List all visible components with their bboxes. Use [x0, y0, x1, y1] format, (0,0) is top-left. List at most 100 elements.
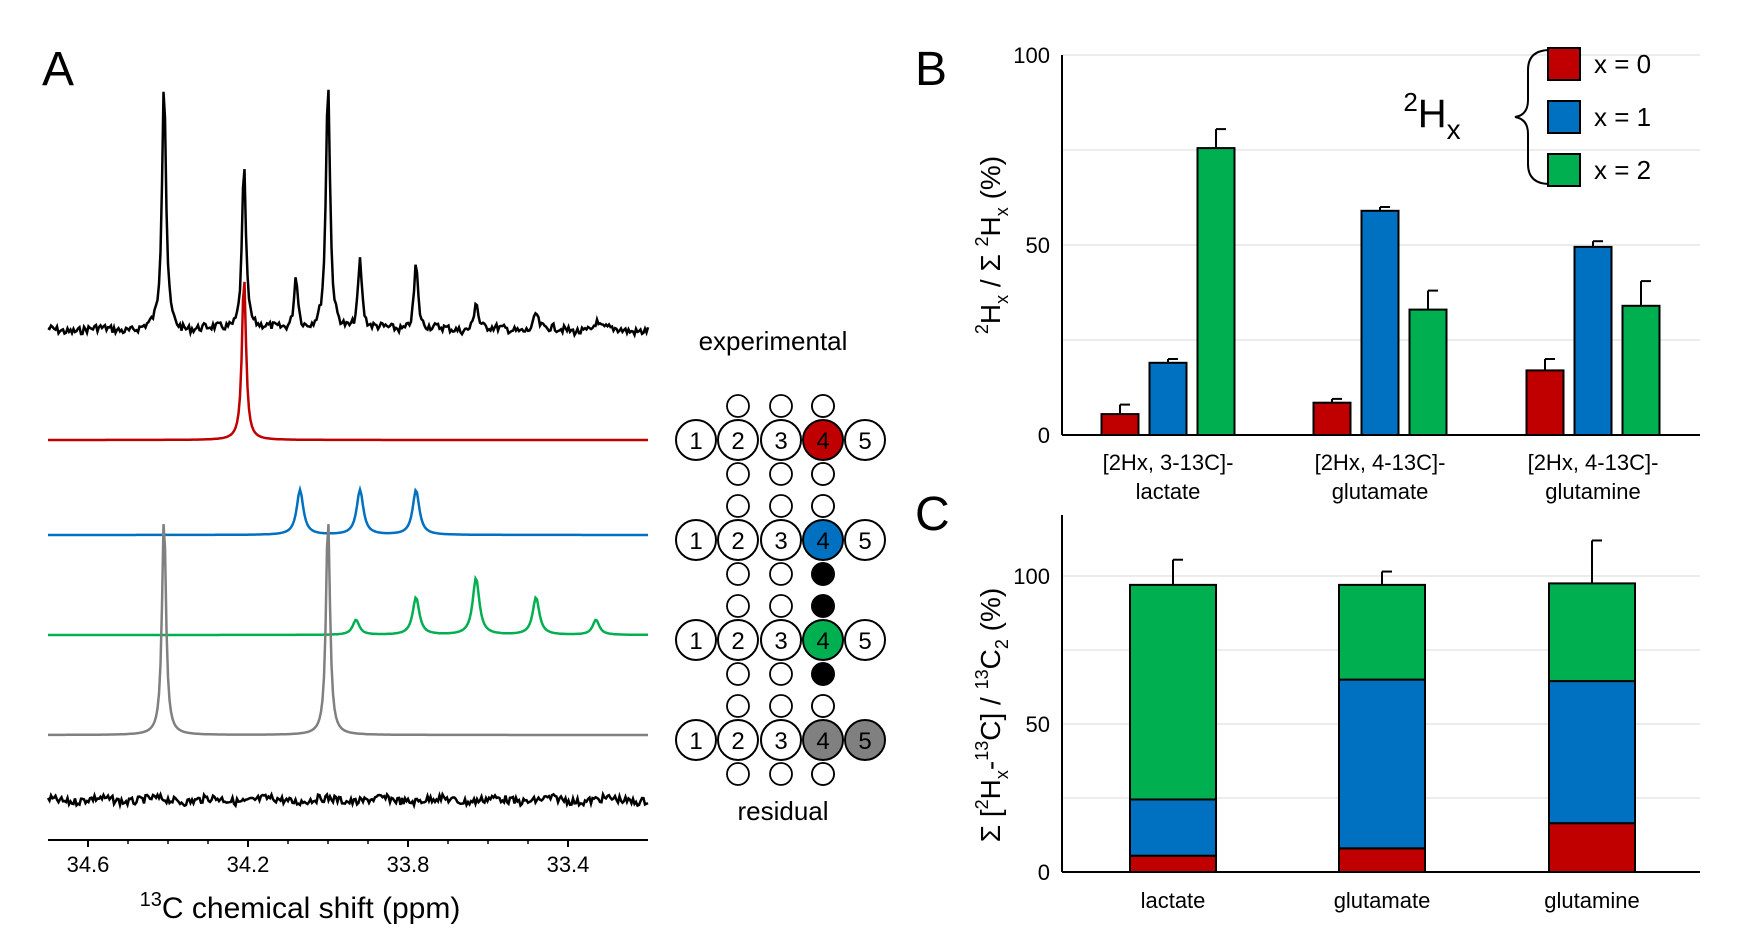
legend-group-label: 2Hx	[1403, 87, 1460, 145]
hydrogen-atom	[811, 494, 835, 518]
residual-label: residual	[737, 796, 828, 826]
carbon-label: 2	[731, 428, 744, 455]
panel-label-a: A	[42, 43, 74, 96]
carbon-atom	[760, 619, 802, 661]
carbon-label: 3	[774, 728, 787, 755]
panel-c-categories: lactate glutamate glutamine	[1141, 888, 1640, 913]
carbon-atom	[844, 519, 886, 561]
molecule-diagrams: 1 2 3 4 5 1 2 3 4 5 1 2 3 4 5 1 2 3 4 5	[675, 394, 886, 786]
panel-b-category-label: lactate	[1136, 479, 1201, 504]
molecule-diagram: 1 2 3 4 5	[675, 694, 886, 786]
experimental-label: experimental	[699, 326, 848, 356]
molecule-diagram: 1 2 3 4 5	[675, 494, 886, 586]
panel-c-stacked-segment	[1338, 583, 1426, 681]
panel-b-legend: 2Hx x = 0 x = 1 x = 2	[1403, 47, 1651, 187]
spectrum-line	[47, 89, 650, 339]
panel-b-category-label: [2Hx, 4-13C]-	[1528, 450, 1659, 475]
panel-b-category-label: [2Hx, 4-13C]-	[1315, 450, 1446, 475]
carbon-atom	[717, 519, 759, 561]
hydrogen-atom	[726, 662, 750, 686]
hydrogen-atom	[811, 594, 835, 618]
carbon-atom	[760, 519, 802, 561]
panel-b-y-tick-label: 0	[1038, 423, 1050, 448]
spectrum-line	[48, 574, 648, 637]
panel-b-category-label: glutamate	[1332, 479, 1429, 504]
carbon-label: 4	[816, 528, 829, 555]
panel-b-bars	[1100, 128, 1661, 437]
hydrogen-atom	[811, 762, 835, 786]
carbon-label: 5	[858, 428, 871, 455]
carbon-atom	[675, 519, 717, 561]
carbon-label: 4	[816, 728, 829, 755]
spectrum-x-tick-label: 33.8	[387, 852, 430, 877]
carbon-atom	[844, 619, 886, 661]
carbon-atom	[802, 719, 844, 761]
carbon-atom	[844, 719, 886, 761]
panel-b-bar	[1312, 401, 1352, 437]
legend-entry: x = 2	[1594, 155, 1651, 185]
carbon-label: 3	[774, 428, 787, 455]
carbon-label: 5	[858, 728, 871, 755]
panel-c-stacked-segment	[1129, 854, 1217, 873]
carbon-atom	[717, 719, 759, 761]
spectrum-x-tick-label: 34.2	[227, 852, 270, 877]
hydrogen-atom	[769, 594, 793, 618]
panel-c-chart: 0 50 100 lactate glutamate glutamine Σ [2Hx-…	[972, 515, 1700, 913]
carbon-label: 1	[689, 728, 702, 755]
carbon-atom	[802, 419, 844, 461]
panel-label-b: B	[915, 43, 947, 96]
hydrogen-atom	[726, 762, 750, 786]
carbon-label: 2	[731, 728, 744, 755]
carbon-label: 1	[689, 628, 702, 655]
panel-c-stacked-segment	[1129, 583, 1217, 801]
hydrogen-atom	[769, 694, 793, 718]
panel-c-category-label: glutamine	[1544, 888, 1639, 913]
panel-b-y-tick-label: 50	[1026, 233, 1050, 258]
panel-c-y-ticks: 0 50 100	[1013, 564, 1050, 885]
molecule-diagram: 1 2 3 4 5	[675, 394, 886, 486]
panel-b-category-label: glutamine	[1545, 479, 1640, 504]
carbon-atom	[802, 619, 844, 661]
hydrogen-atom	[811, 394, 835, 418]
carbon-label: 2	[731, 628, 744, 655]
panel-c-y-axis-title: Σ [2Hx-13C] / 13C2 (%)	[972, 588, 1012, 842]
panel-b-bar	[1621, 304, 1661, 436]
carbon-atom	[717, 419, 759, 461]
carbon-label: 1	[689, 528, 702, 555]
hydrogen-atom	[811, 694, 835, 718]
panel-b-bar	[1100, 413, 1140, 437]
legend-brace	[1514, 49, 1551, 185]
legend-entry: x = 1	[1594, 102, 1651, 132]
panel-b-y-ticks: 0 50 100	[1013, 43, 1050, 448]
panel-b-y-tick-label: 100	[1013, 43, 1050, 68]
panel-c-stacked-segment	[1548, 582, 1636, 683]
panel-label-c: C	[915, 488, 950, 541]
spectrum-x-tick-label: 34.6	[67, 852, 110, 877]
carbon-label: 3	[774, 628, 787, 655]
spectra-traces	[46, 89, 650, 810]
hydrogen-atom	[769, 462, 793, 486]
legend-swatch	[1547, 100, 1581, 134]
panel-b-bar	[1525, 369, 1565, 436]
carbon-label: 1	[689, 428, 702, 455]
panel-b-bar	[1573, 245, 1613, 436]
legend-swatch	[1547, 153, 1581, 187]
carbon-label: 5	[858, 528, 871, 555]
panel-b-bar	[1196, 147, 1236, 436]
spectrum-line	[48, 281, 648, 442]
spectrum-line	[48, 524, 648, 737]
carbon-atom	[675, 719, 717, 761]
hydrogen-atom	[769, 394, 793, 418]
carbon-label: 4	[816, 428, 829, 455]
panel-b-bar	[1408, 308, 1448, 437]
spectrum-x-axis-title: 13C chemical shift (ppm)	[140, 889, 461, 925]
panel-c-category-label: glutamate	[1334, 888, 1431, 913]
panel-b-categories: [2Hx, 3-13C]- lactate [2Hx, 4-13C]- glutama…	[1103, 450, 1659, 504]
carbon-atom	[802, 519, 844, 561]
panel-b-bar	[1148, 361, 1188, 436]
hydrogen-atom	[811, 462, 835, 486]
carbon-atom	[760, 719, 802, 761]
spectrum-line	[46, 790, 649, 810]
legend-swatch	[1547, 47, 1581, 81]
